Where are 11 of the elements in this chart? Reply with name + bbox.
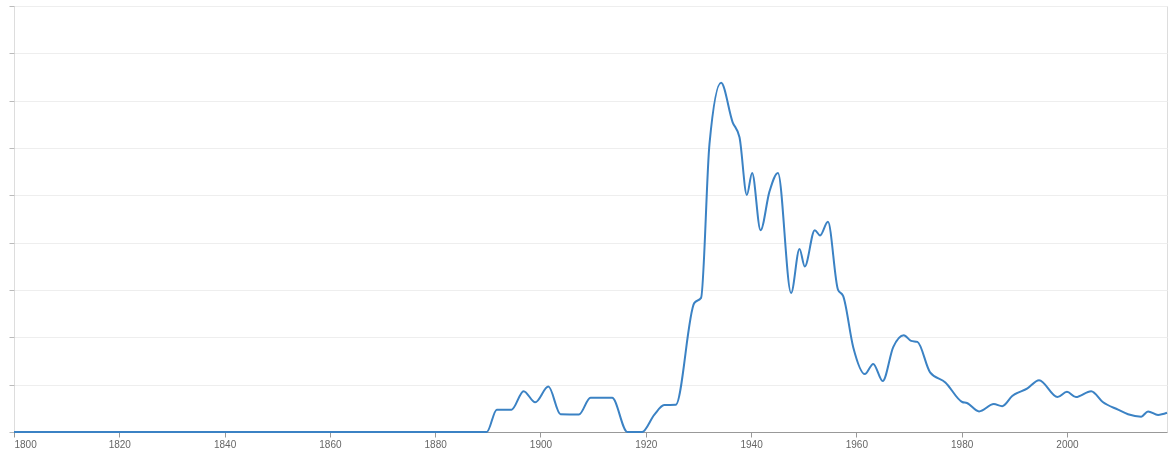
x-tick-label: 1920 — [635, 438, 658, 450]
x-tick-label: 1840 — [213, 438, 237, 450]
x-tick-label: 1860 — [319, 438, 342, 450]
x-tick-label: 1940 — [740, 438, 764, 450]
x-tick-label: 1900 — [529, 438, 553, 450]
x-tick-label: 1980 — [951, 438, 974, 450]
x-tick-label: 1800 — [14, 438, 38, 450]
x-tick-label: 1880 — [424, 438, 448, 450]
x-tick-label: 2000 — [1056, 438, 1080, 450]
x-tick-label: 1820 — [108, 438, 132, 450]
x-tick-label: 1960 — [845, 438, 869, 450]
